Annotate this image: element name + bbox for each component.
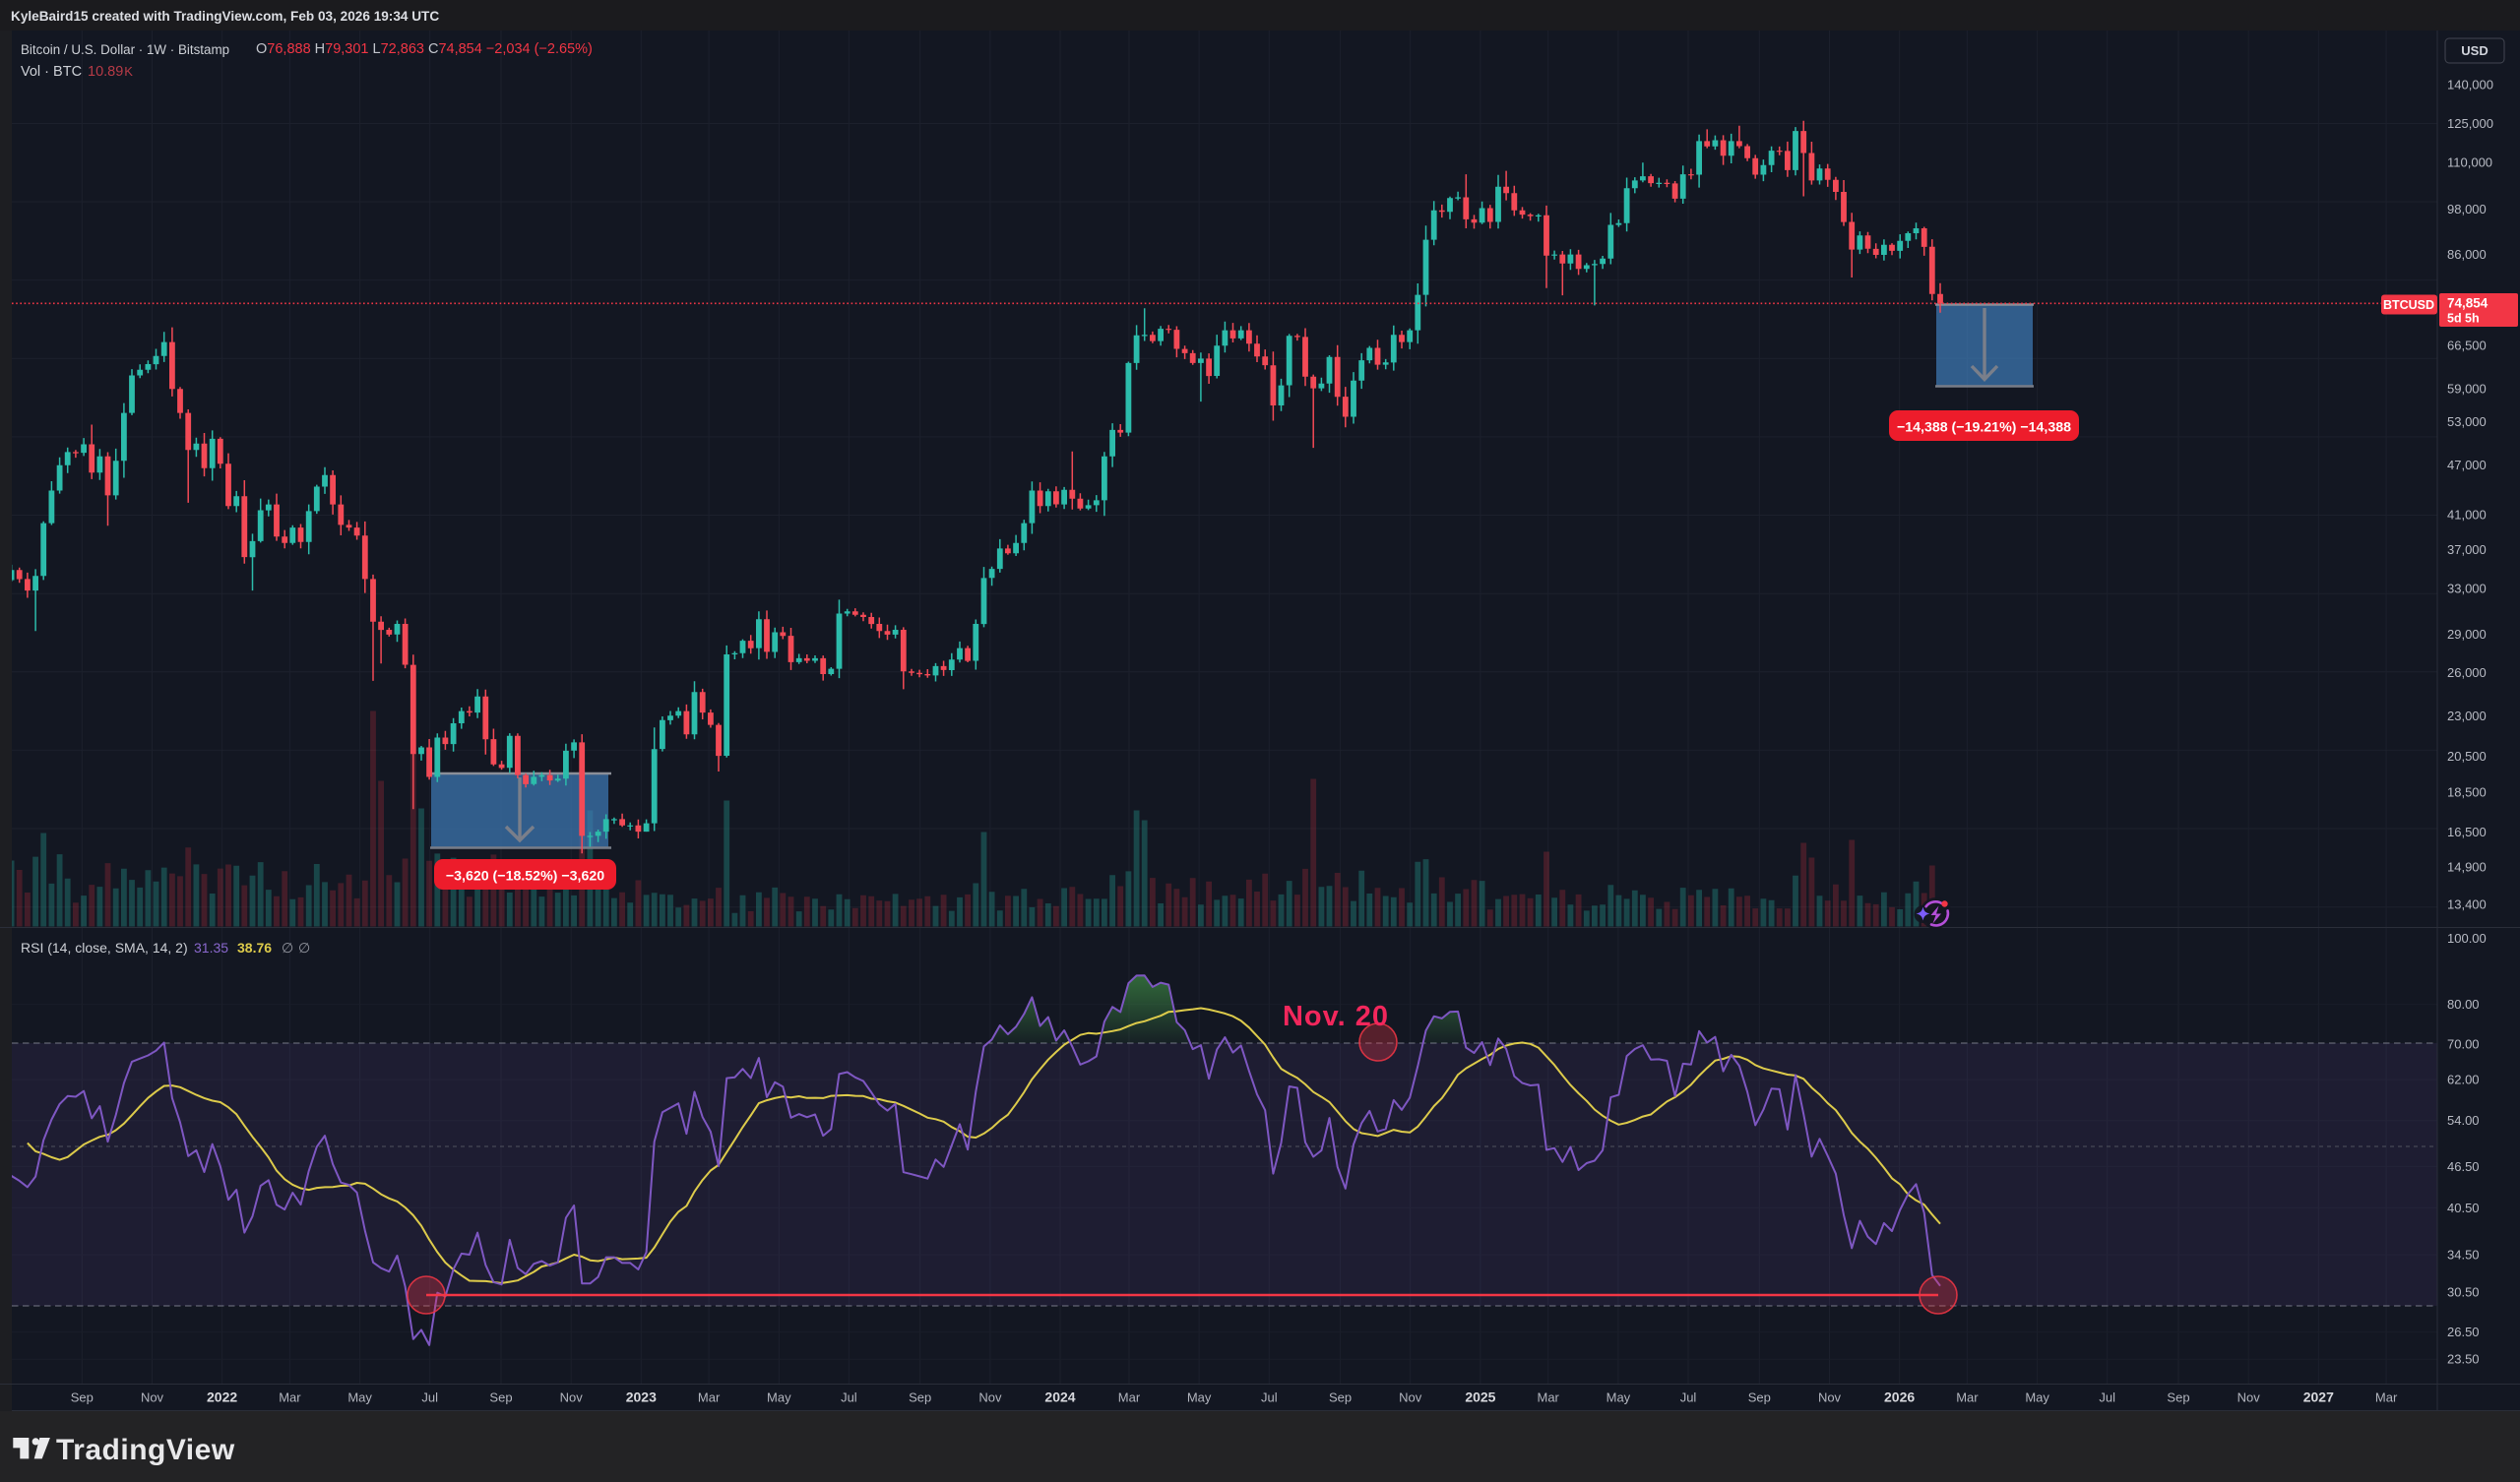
- svg-text:Sep: Sep: [1748, 1390, 1771, 1405]
- svg-text:RSI (14, close, SMA, 14, 2): RSI (14, close, SMA, 14, 2): [21, 940, 188, 956]
- svg-text:Mar: Mar: [698, 1390, 721, 1405]
- svg-text:Mar: Mar: [1538, 1390, 1560, 1405]
- svg-text:Nov. 20: Nov. 20: [1283, 1001, 1389, 1032]
- svg-text:Sep: Sep: [909, 1390, 931, 1405]
- svg-text:May: May: [347, 1390, 372, 1405]
- svg-text:USD: USD: [2461, 43, 2488, 58]
- svg-text:62.00: 62.00: [2447, 1073, 2480, 1087]
- svg-text:Nov: Nov: [141, 1390, 164, 1405]
- svg-text:Nov: Nov: [978, 1390, 1002, 1405]
- svg-text:−3,620 (−18.52%) −3,620: −3,620 (−18.52%) −3,620: [446, 869, 604, 885]
- svg-text:110,000: 110,000: [2447, 155, 2492, 170]
- svg-text:Jul: Jul: [2099, 1390, 2115, 1405]
- svg-text:18,500: 18,500: [2447, 785, 2487, 800]
- svg-text:May: May: [2025, 1390, 2049, 1405]
- svg-text:30.50: 30.50: [2447, 1284, 2480, 1299]
- svg-text:Nov: Nov: [1818, 1390, 1842, 1405]
- svg-text:Mar: Mar: [1956, 1390, 1979, 1405]
- svg-text:KyleBaird15 created with Tradi: KyleBaird15 created with TradingView.com…: [11, 9, 439, 24]
- svg-text:2025: 2025: [1465, 1389, 1495, 1405]
- svg-text:86,000: 86,000: [2447, 247, 2487, 262]
- svg-text:100.00: 100.00: [2447, 931, 2487, 946]
- svg-text:2024: 2024: [1044, 1389, 1075, 1405]
- svg-text:140,000: 140,000: [2447, 78, 2493, 93]
- svg-text:TradingView: TradingView: [56, 1434, 235, 1466]
- svg-text:5d 5h: 5d 5h: [2447, 312, 2480, 326]
- svg-text:2023: 2023: [626, 1389, 657, 1405]
- svg-text:May: May: [1606, 1390, 1631, 1405]
- svg-text:2027: 2027: [2303, 1389, 2334, 1405]
- svg-text:Vol · BTC: Vol · BTC: [21, 64, 82, 80]
- svg-text:10.89K: 10.89K: [88, 64, 133, 80]
- svg-text:May: May: [1187, 1390, 1212, 1405]
- svg-text:23.50: 23.50: [2447, 1352, 2480, 1367]
- svg-text:80.00: 80.00: [2447, 997, 2480, 1012]
- svg-text:2022: 2022: [207, 1389, 237, 1405]
- svg-text:Sep: Sep: [1329, 1390, 1352, 1405]
- svg-text:34.50: 34.50: [2447, 1248, 2480, 1263]
- svg-text:BTCUSD: BTCUSD: [2383, 298, 2434, 312]
- svg-text:Sep: Sep: [2167, 1390, 2189, 1405]
- svg-text:26.50: 26.50: [2447, 1325, 2480, 1339]
- svg-text:13,400: 13,400: [2447, 897, 2487, 912]
- svg-text:41,000: 41,000: [2447, 508, 2487, 523]
- svg-text:16,500: 16,500: [2447, 825, 2487, 839]
- svg-text:Nov: Nov: [1399, 1390, 1422, 1405]
- svg-text:125,000: 125,000: [2447, 116, 2493, 131]
- svg-text:Jul: Jul: [1680, 1390, 1697, 1405]
- svg-text:98,000: 98,000: [2447, 202, 2487, 216]
- svg-text:20,500: 20,500: [2447, 749, 2487, 764]
- svg-text:∅: ∅: [282, 940, 293, 956]
- svg-text:38.76: 38.76: [237, 940, 272, 956]
- svg-text:Sep: Sep: [489, 1390, 512, 1405]
- svg-text:54.00: 54.00: [2447, 1113, 2480, 1128]
- svg-text:Jul: Jul: [1261, 1390, 1278, 1405]
- svg-text:2026: 2026: [1884, 1389, 1915, 1405]
- svg-text:23,000: 23,000: [2447, 709, 2487, 723]
- svg-text:Mar: Mar: [1118, 1390, 1141, 1405]
- svg-text:46.50: 46.50: [2447, 1159, 2480, 1174]
- svg-text:70.00: 70.00: [2447, 1037, 2480, 1052]
- svg-text:66,500: 66,500: [2447, 339, 2487, 353]
- svg-text:Jul: Jul: [841, 1390, 857, 1405]
- svg-text:∅: ∅: [298, 940, 310, 956]
- svg-text:33,000: 33,000: [2447, 581, 2487, 595]
- svg-text:May: May: [767, 1390, 791, 1405]
- svg-text:Jul: Jul: [421, 1390, 438, 1405]
- svg-text:Mar: Mar: [279, 1390, 301, 1405]
- svg-text:14,900: 14,900: [2447, 860, 2487, 875]
- svg-text:26,000: 26,000: [2447, 665, 2487, 680]
- svg-text:40.50: 40.50: [2447, 1201, 2480, 1215]
- svg-text:Sep: Sep: [71, 1390, 94, 1405]
- svg-text:Mar: Mar: [2375, 1390, 2398, 1405]
- svg-text:29,000: 29,000: [2447, 627, 2487, 642]
- svg-text:31.35: 31.35: [194, 940, 228, 956]
- svg-text:53,000: 53,000: [2447, 414, 2487, 429]
- svg-text:Bitcoin / U.S. Dollar · 1W · B: Bitcoin / U.S. Dollar · 1W · Bitstamp: [21, 42, 229, 57]
- svg-text:37,000: 37,000: [2447, 542, 2487, 557]
- svg-text:−14,388 (−19.21%) −14,388: −14,388 (−19.21%) −14,388: [1897, 420, 2071, 436]
- svg-text:59,000: 59,000: [2447, 382, 2487, 397]
- svg-text:Nov: Nov: [560, 1390, 584, 1405]
- svg-text:Nov: Nov: [2237, 1390, 2261, 1405]
- svg-text:47,000: 47,000: [2447, 458, 2487, 472]
- svg-text:74,854: 74,854: [2447, 296, 2488, 311]
- svg-text:O76,888 H79,301 L72,863 C74: O76,888 H79,301 L72,863 C74,854 −2,034 (…: [256, 41, 593, 57]
